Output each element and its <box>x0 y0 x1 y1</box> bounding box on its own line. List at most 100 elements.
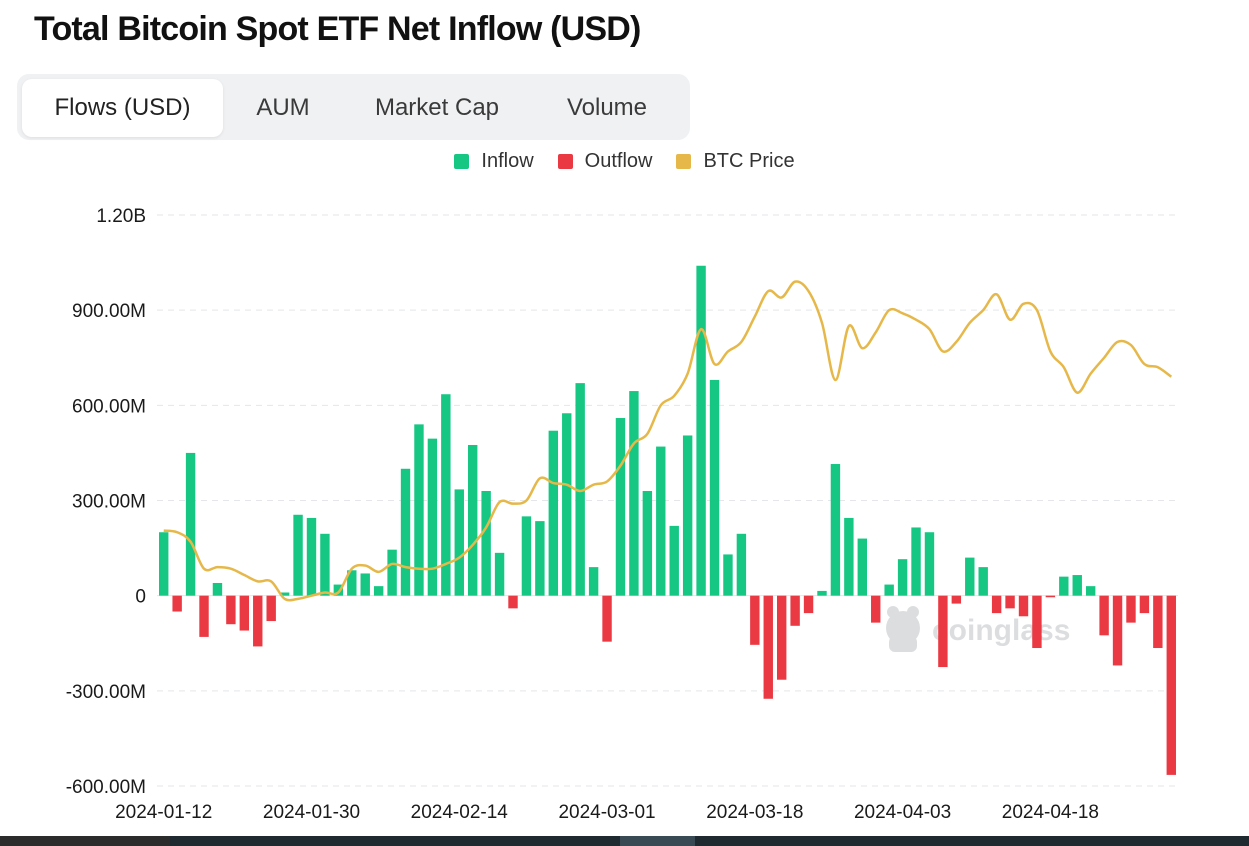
outflow-bar[interactable] <box>991 595 1002 614</box>
tab-volume[interactable]: Volume <box>566 94 648 121</box>
inflow-bar[interactable] <box>212 582 223 596</box>
inflow-bar[interactable] <box>897 559 908 596</box>
outflow-bar[interactable] <box>1166 595 1176 775</box>
inflow-bar[interactable] <box>400 468 411 596</box>
inflow-bar[interactable] <box>494 552 505 596</box>
inflow-bar[interactable] <box>884 584 894 596</box>
legend-item-inflow[interactable]: Inflow <box>454 150 534 173</box>
price-line-layer <box>163 280 1173 602</box>
outflow-bar[interactable] <box>750 595 760 645</box>
inflow-bar[interactable] <box>468 444 478 596</box>
inflow-bar[interactable] <box>521 516 532 596</box>
btc-price-line[interactable] <box>163 280 1173 602</box>
inflow-bar[interactable] <box>159 532 169 596</box>
outflow-bar[interactable] <box>871 595 881 623</box>
inflow-bar[interactable] <box>293 514 303 596</box>
inflow-bar[interactable] <box>535 521 545 596</box>
outflow-bar[interactable] <box>1045 595 1056 598</box>
inflow-bar[interactable] <box>320 533 330 596</box>
inflow-bar[interactable] <box>629 391 639 596</box>
inflow-bar[interactable] <box>978 567 988 596</box>
inflow-bar[interactable] <box>696 265 706 596</box>
inflow-bar[interactable] <box>844 517 854 596</box>
bottom-bar-segment <box>0 836 170 846</box>
inflow-bar[interactable] <box>306 517 317 596</box>
y-tick-label: -600.00M <box>66 777 146 798</box>
outflow-bar[interactable] <box>776 595 787 680</box>
legend-item-btc-price[interactable]: BTC Price <box>676 150 795 173</box>
inflow-bar[interactable] <box>481 490 491 596</box>
x-tick-label: 2024-04-03 <box>854 802 951 823</box>
inflow-bar[interactable] <box>279 592 290 596</box>
x-tick-label: 2024-01-30 <box>263 802 360 823</box>
outflow-bar[interactable] <box>803 595 814 614</box>
inflow-bar[interactable] <box>965 557 975 596</box>
inflow-bar[interactable] <box>911 527 921 596</box>
outflow-bar[interactable] <box>1032 595 1042 649</box>
inflow-bar[interactable] <box>347 570 357 596</box>
inflow-bar[interactable] <box>857 538 867 596</box>
inflow-bar[interactable] <box>588 567 599 596</box>
inflow-bar[interactable] <box>615 418 626 596</box>
inflow-bar[interactable] <box>414 424 424 596</box>
tab-flows[interactable]: Flows (USD) <box>22 79 223 137</box>
chart-grid <box>157 214 1178 787</box>
outflow-bar[interactable] <box>1139 595 1150 614</box>
outflow-bar[interactable] <box>790 595 800 626</box>
inflow-bar[interactable] <box>817 590 827 596</box>
inflow-bar[interactable] <box>736 533 747 596</box>
inflow-bar[interactable] <box>562 413 572 596</box>
inflow-bar[interactable] <box>1059 576 1069 596</box>
inflow-bar[interactable] <box>1072 575 1082 596</box>
outflow-bar[interactable] <box>1005 595 1015 609</box>
inflow-bar[interactable] <box>185 452 196 596</box>
legend-label-btc-price: BTC Price <box>703 150 795 172</box>
y-tick-label: 600.00M <box>72 396 146 417</box>
outflow-bar[interactable] <box>199 595 209 637</box>
inflow-bar[interactable] <box>656 446 666 596</box>
inflow-bar[interactable] <box>924 532 935 596</box>
outflow-bar[interactable] <box>266 595 276 622</box>
inflow-bar[interactable] <box>669 525 679 596</box>
y-tick-label: 1.20B <box>96 206 146 227</box>
outflow-bar[interactable] <box>1112 595 1123 666</box>
outflow-bar[interactable] <box>239 595 250 631</box>
inflow-bar[interactable] <box>1085 586 1096 596</box>
inflow-bar[interactable] <box>360 573 370 596</box>
inflow-bar[interactable] <box>682 435 693 596</box>
outflow-bar[interactable] <box>226 595 236 625</box>
inflow-bar[interactable] <box>427 438 438 596</box>
inflow-bar[interactable] <box>333 584 344 596</box>
inflow-bar[interactable] <box>373 586 384 596</box>
outflow-bar[interactable] <box>1126 595 1136 623</box>
inflow-bar[interactable] <box>575 383 585 596</box>
inflow-swatch-icon <box>454 154 470 169</box>
legend-item-outflow[interactable]: Outflow <box>557 150 652 173</box>
x-tick-label: 2024-04-18 <box>1002 802 1099 823</box>
inflow-bar[interactable] <box>830 464 841 596</box>
outflow-bar[interactable] <box>1018 595 1029 617</box>
tab-aum[interactable]: AUM <box>256 94 310 121</box>
x-tick-label: 2024-03-01 <box>558 802 655 823</box>
inflow-bar[interactable] <box>723 554 733 596</box>
inflow-bar[interactable] <box>441 394 451 596</box>
y-tick-label: 300.00M <box>72 492 146 513</box>
outflow-bar[interactable] <box>602 595 612 642</box>
tab-market-cap[interactable]: Market Cap <box>374 94 500 121</box>
inflow-bar[interactable] <box>642 490 653 596</box>
bars-layer <box>159 265 1176 775</box>
outflow-bar[interactable] <box>1153 595 1163 649</box>
inflow-bar[interactable] <box>548 430 559 596</box>
outflow-bar[interactable] <box>508 595 518 609</box>
outflow-bar[interactable] <box>253 595 263 647</box>
outflow-bar[interactable] <box>763 595 773 699</box>
inflow-bar[interactable] <box>387 549 397 596</box>
inflow-bar[interactable] <box>454 489 464 596</box>
outflow-bar[interactable] <box>1099 595 1109 636</box>
outflow-bar[interactable] <box>938 595 948 668</box>
outflow-bar[interactable] <box>172 595 182 612</box>
legend-label-inflow: Inflow <box>481 150 534 172</box>
inflow-bar[interactable] <box>709 379 720 596</box>
outflow-bar[interactable] <box>951 595 962 604</box>
